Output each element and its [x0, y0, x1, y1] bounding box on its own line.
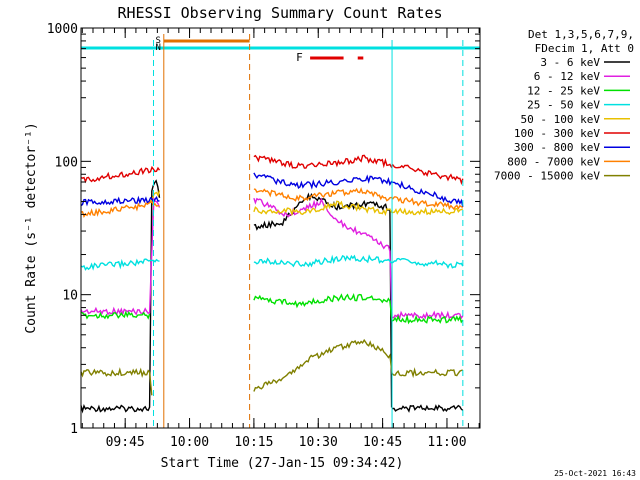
x-axis-label: Start Time (27-Jan-15 09:34:42)	[161, 456, 404, 471]
legend-label-25-50-kev: 25 - 50 keV	[527, 99, 600, 112]
x-tick-label: 11:00	[427, 435, 466, 450]
series-line-800-7000-kev	[80, 201, 160, 219]
x-tick-label: 10:30	[299, 435, 338, 450]
series-line-3-6-kev	[392, 404, 464, 413]
legend: Det 1,3,5,6,7,9, FDecim 1, Att 0 3 - 6 k…	[494, 28, 634, 183]
series-line-7000-15000-kev	[80, 367, 153, 396]
series-line-100-300-kev	[80, 165, 161, 184]
series-line-6-12-kev	[80, 196, 161, 316]
x-tick-label: 10:15	[234, 435, 273, 450]
legend-label-12-25-kev: 12 - 25 keV	[527, 84, 600, 97]
chart-title: RHESSI Observing Summary Count Rates	[117, 4, 442, 22]
y-tick-label: 100	[55, 155, 78, 170]
y-axis-label: Count Rate (s⁻¹ detector⁻¹)	[24, 122, 39, 333]
x-tick-label: 10:45	[363, 435, 402, 450]
legend-label-800-7000-kev: 800 - 7000 keV	[507, 155, 600, 168]
series-line-12-25-kev	[80, 310, 151, 320]
x-tick-label: 09:45	[106, 435, 145, 450]
legend-header-line-1: Det 1,3,5,6,7,9,	[528, 28, 634, 41]
flags-layer: SN F	[80, 34, 480, 428]
y-tick-label: 1000	[47, 22, 78, 37]
legend-label-50-100-kev: 50 - 100 keV	[521, 113, 601, 126]
series-line-7000-15000-kev	[253, 338, 463, 392]
legend-label-7000-15000-kev: 7000 - 15000 keV	[494, 170, 600, 183]
series-line-25-50-kev	[80, 258, 160, 271]
ticks-layer: 1 10 100 1000 09:45 10:00 10:15 10:30 10:45 11:00	[47, 22, 480, 450]
legend-header-line-2: FDecim 1, Att 0	[535, 42, 634, 55]
night-flag-label: N	[156, 43, 161, 53]
saa-flag-label: S	[156, 36, 161, 46]
series-line-300-800-kev	[80, 195, 160, 207]
series-line-300-800-kev	[253, 172, 464, 207]
y-tick-label: 10	[62, 289, 78, 304]
series-line-50-100-kev	[253, 200, 464, 217]
y-tick-label: 1	[70, 422, 78, 437]
timestamp: 25-Oct-2021 16:43	[554, 469, 636, 478]
x-tick-label: 10:00	[170, 435, 209, 450]
plot-frame	[80, 27, 481, 429]
series-line-100-300-kev	[253, 154, 464, 186]
legend-label-100-300-kev: 100 - 300 keV	[514, 127, 600, 140]
legend-label-6-12-kev: 6 - 12 keV	[534, 70, 601, 83]
series-line-25-50-kev	[253, 254, 464, 269]
flare-flag-label: F	[296, 51, 303, 64]
series-line-12-25-kev	[253, 293, 464, 325]
series-line-3-6-kev	[80, 179, 161, 414]
series-line-800-7000-kev	[253, 187, 464, 211]
series-line-3-6-kev	[253, 192, 393, 408]
legend-label-3-6-kev: 3 - 6 keV	[540, 56, 600, 69]
series-layer	[80, 154, 464, 414]
legend-label-300-800-kev: 300 - 800 keV	[514, 141, 600, 154]
